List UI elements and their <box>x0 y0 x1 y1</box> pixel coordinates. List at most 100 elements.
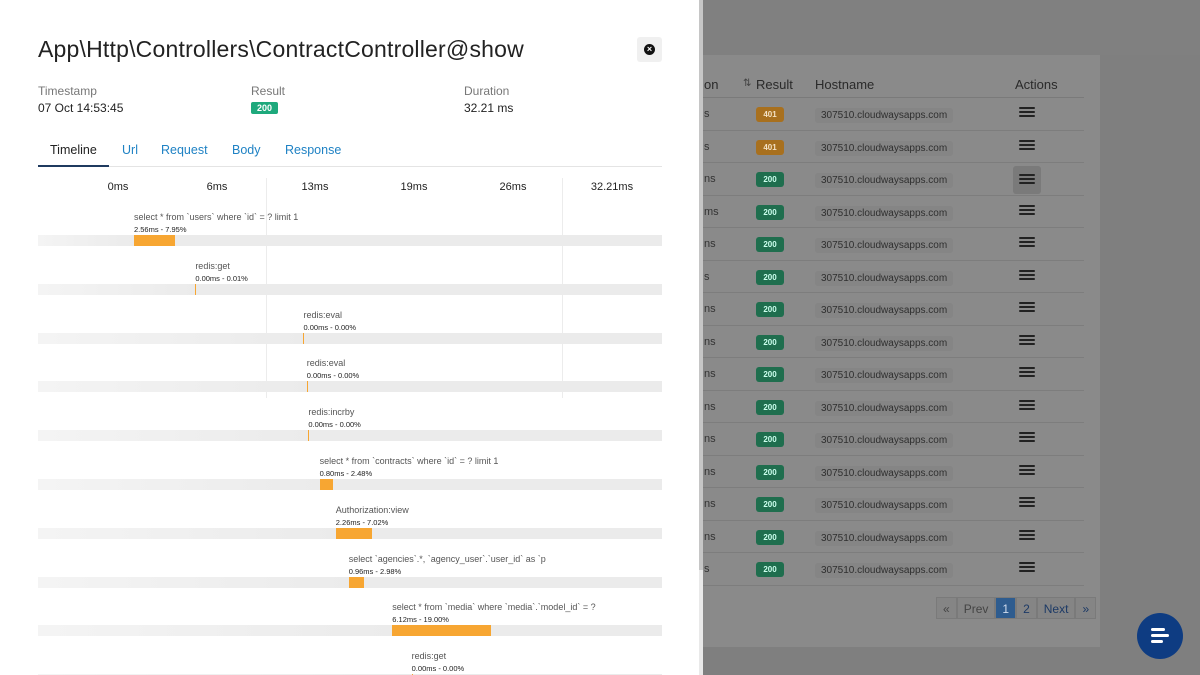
span-duration: 0.00ms - 0.00% <box>306 371 360 381</box>
span-bar[interactable] <box>335 527 373 539</box>
table-row[interactable]: ns 200 307510.cloudwaysapps.com <box>680 163 1084 196</box>
pagination-page-1[interactable]: 1 <box>995 597 1017 619</box>
pagination-next[interactable]: Next <box>1036 597 1076 619</box>
status-badge: 200 <box>756 562 784 577</box>
axis-tick-label: 0ms <box>107 181 129 193</box>
span-bar[interactable] <box>392 625 492 637</box>
span-track-fade <box>38 576 349 588</box>
tab-timeline[interactable]: Timeline <box>50 143 97 157</box>
hostname-cell: 307510.cloudwaysapps.com <box>815 335 954 351</box>
status-badge: 200 <box>756 497 784 512</box>
span-duration: 0.00ms - 0.01% <box>195 273 248 283</box>
tab-url[interactable]: Url <box>122 143 138 157</box>
hostname-cell: 307510.cloudwaysapps.com <box>815 108 954 123</box>
row-actions-menu-icon[interactable] <box>1019 268 1035 284</box>
duration-cell: s <box>704 563 710 575</box>
row-actions-menu-icon[interactable] <box>1019 235 1035 251</box>
row-actions-menu-icon[interactable] <box>1019 333 1035 349</box>
tab-request[interactable]: Request <box>161 143 208 157</box>
pagination-page-2[interactable]: 2 <box>1016 597 1037 619</box>
span-duration: 0.00ms - 0.00% <box>411 664 465 674</box>
active-tab-indicator <box>38 165 109 167</box>
table-row[interactable]: ns 200 307510.cloudwaysapps.com <box>680 488 1084 521</box>
table-row[interactable]: ns 200 307510.cloudwaysapps.com <box>680 391 1084 423</box>
pagination-first[interactable]: « <box>936 597 957 619</box>
span-track-fade <box>38 625 393 637</box>
table-row[interactable]: ns 200 307510.cloudwaysapps.com <box>680 358 1084 391</box>
column-header-hostname[interactable]: Hostname <box>815 77 875 92</box>
span-bar[interactable] <box>348 576 365 588</box>
pagination-prev[interactable]: Prev <box>956 597 996 619</box>
status-badge: 200 <box>756 529 784 545</box>
duration-cell: ns <box>704 465 716 478</box>
span-label: redis:eval <box>306 358 346 369</box>
row-actions-menu-icon[interactable] <box>1019 138 1035 154</box>
row-actions-menu-icon[interactable] <box>1019 300 1035 316</box>
chat-icon[interactable] <box>1137 613 1183 659</box>
span-track-fade <box>38 283 196 295</box>
row-actions-menu-icon[interactable] <box>1019 495 1035 511</box>
drawer-scrollbar[interactable] <box>699 0 703 675</box>
duration-cell: ns <box>704 530 716 543</box>
span-bar[interactable] <box>195 283 197 295</box>
column-header-result[interactable]: Result <box>756 77 793 92</box>
row-actions-menu-icon[interactable] <box>1019 398 1035 414</box>
status-badge: 200 <box>756 172 784 187</box>
table-row[interactable]: s 401 307510.cloudwaysapps.com <box>680 98 1084 131</box>
axis-tick-label: 6ms <box>206 181 228 193</box>
span-label: Authorization:view <box>335 504 409 515</box>
table-row[interactable]: s 200 307510.cloudwaysapps.com <box>680 553 1084 586</box>
axis-tick-label: 13ms <box>301 181 329 193</box>
span-bar[interactable] <box>303 332 305 344</box>
span-duration: 0.80ms - 2.48% <box>319 469 373 478</box>
row-actions-menu-icon[interactable] <box>1019 105 1035 121</box>
span-track[interactable] <box>38 479 662 490</box>
duration-cell: ms <box>704 205 719 218</box>
status-badge: 200 <box>756 432 784 447</box>
span-track[interactable] <box>38 332 662 344</box>
row-actions-menu-icon[interactable] <box>1019 203 1035 219</box>
table-row[interactable]: ns 200 307510.cloudwaysapps.com <box>680 521 1084 553</box>
sort-icon[interactable]: ⇅ <box>743 78 752 89</box>
hostname-cell: 307510.cloudwaysapps.com <box>815 140 954 156</box>
table-row[interactable]: ns 200 307510.cloudwaysapps.com <box>680 228 1084 261</box>
requests-table: on ⇅ Result Hostname Actions s 401 307510.… <box>680 68 1084 586</box>
tab-response[interactable]: Response <box>285 143 342 157</box>
span-bar[interactable] <box>308 430 310 442</box>
row-actions-menu-icon[interactable] <box>1019 430 1035 446</box>
hostname-cell: 307510.cloudwaysapps.com <box>815 498 954 513</box>
column-header-actions: Actions <box>1015 77 1058 92</box>
hostname-cell: 307510.cloudwaysapps.com <box>815 563 954 578</box>
pagination-last[interactable]: » <box>1075 597 1097 619</box>
row-actions-menu-icon[interactable] <box>1019 528 1035 544</box>
column-header-duration[interactable]: on <box>704 77 719 92</box>
row-actions-menu-icon[interactable] <box>1019 560 1035 576</box>
span-bar[interactable] <box>319 479 333 490</box>
duration-cell: ns <box>704 498 716 510</box>
span-duration: 0.00ms - 0.00% <box>303 322 357 332</box>
span-duration: 2.56ms - 7.95% <box>133 225 187 234</box>
table-row[interactable]: ms 200 307510.cloudwaysapps.com <box>680 196 1084 228</box>
span-label: select * from `users` where `id` = ? lim… <box>133 212 299 222</box>
table-row[interactable]: s 401 307510.cloudwaysapps.com <box>680 131 1084 163</box>
table-row[interactable]: ns 200 307510.cloudwaysapps.com <box>680 423 1084 456</box>
table-row[interactable]: ns 200 307510.cloudwaysapps.com <box>680 326 1084 358</box>
hostname-cell: 307510.cloudwaysapps.com <box>815 205 954 221</box>
span-track[interactable] <box>38 283 662 295</box>
pagination: « Prev 1 2 Next » <box>936 597 1097 619</box>
span-bar[interactable] <box>306 381 308 393</box>
row-actions-menu-icon[interactable] <box>1019 365 1035 381</box>
row-actions-menu-icon[interactable] <box>1019 463 1035 479</box>
span-track[interactable] <box>38 430 662 442</box>
table-row[interactable]: s 200 307510.cloudwaysapps.com <box>680 261 1084 293</box>
close-button[interactable]: × <box>637 37 662 62</box>
span-bar[interactable] <box>133 235 176 246</box>
table-row[interactable]: ns 200 307510.cloudwaysapps.com <box>680 293 1084 326</box>
span-track[interactable] <box>38 381 662 393</box>
duration-cell: ns <box>704 238 716 250</box>
span-track[interactable] <box>38 235 662 246</box>
axis-tick-label: 19ms <box>400 181 428 193</box>
table-row[interactable]: ns 200 307510.cloudwaysapps.com <box>680 456 1084 488</box>
row-actions-menu-icon[interactable] <box>1013 166 1041 194</box>
tab-body[interactable]: Body <box>232 143 261 157</box>
